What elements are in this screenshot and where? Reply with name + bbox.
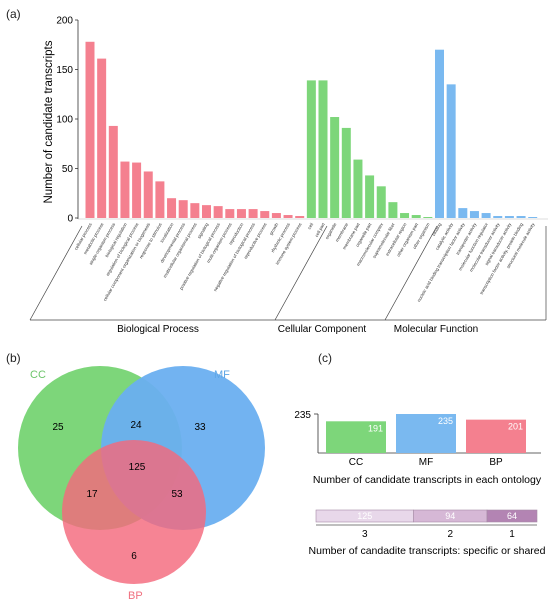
venn-count-bp-only: 6 [131,551,137,562]
bracket-divider [274,225,328,321]
bars [85,41,538,219]
bar [260,211,270,218]
ontology-bar [466,419,526,453]
y-axis: 0 50 100 150 200 [56,16,548,225]
ontology-bar [396,414,456,453]
shared-stacked-bar: 125 3 94 2 64 1 [315,509,538,540]
y-tick-label: 150 [56,65,73,76]
venn-count-all: 125 [129,462,146,473]
bar [120,161,130,218]
bar [400,213,410,218]
ontology-bars: 235 191 CC 235 MF 201 BP [294,410,541,468]
bar [516,216,526,218]
venn-count-cc-bp: 17 [86,489,98,500]
bar [190,203,200,218]
stacked-segment-label: 2 [448,529,454,540]
bar [528,217,538,218]
bar [213,206,223,218]
ontology-bar-value: 191 [368,423,383,433]
go-bar-chart: Number of candidate transcripts 0 50 100 15… [29,16,548,335]
bar [283,215,293,218]
group-label-bp: Biological Process [117,324,199,335]
y-tick-label: 200 [56,16,73,27]
y-tick-label: 0 [67,214,73,225]
bracket-divider [29,225,83,321]
bar [330,117,340,218]
bar [423,217,433,218]
y-tick-label: 50 [62,164,74,175]
bar [388,202,398,218]
ontology-bar-label: CC [349,457,363,468]
group-brackets [29,225,547,321]
venn-count-mf-only: 33 [194,422,206,433]
ontology-bar-label: MF [419,457,433,468]
bar [318,80,328,218]
stacked-segment-value: 125 [357,511,372,521]
y-axis-title: Number of candidate transcripts [43,40,55,203]
bar [341,127,351,218]
bar [493,216,503,218]
ontology-bar [326,421,386,453]
bar [504,216,514,218]
group-label-cc: Cellular Component [278,324,367,335]
panel-label-a: (a) [6,7,21,21]
ontology-bars-title: Number of candidate transcripts in each … [313,474,542,486]
stacked-segment-label: 3 [362,529,368,540]
bar [97,58,107,218]
ontology-bar-value: 235 [438,416,453,426]
category-label: cell [307,222,315,230]
bar [353,159,363,218]
bracket-divider [384,225,438,321]
ontology-bar-label: BP [489,457,503,468]
bar [225,209,235,218]
bar [178,200,188,218]
bar [446,84,456,218]
venn-count-cc-only: 25 [52,422,64,433]
venn-diagram: CC MF BP 25 33 6 24 17 53 125 [18,366,265,602]
bar [202,205,211,218]
bar [132,162,142,218]
stacked-segment-value: 64 [507,511,517,521]
y-tick-label: 100 [56,115,73,126]
ontology-bar-value: 201 [508,422,523,432]
bar [435,49,444,219]
category-label: growth [268,222,279,236]
c-y-tick-label: 235 [294,410,311,421]
bar [469,211,479,218]
bar [236,209,246,218]
category-label: binding [431,222,443,237]
bar [411,215,421,218]
bar [248,209,258,218]
bar [108,125,118,218]
bar [295,216,305,218]
panel-label-c: (c) [318,351,332,365]
bar [365,175,375,218]
bar [458,208,468,218]
venn-set-label-bp: BP [128,590,143,602]
bar [271,213,281,218]
bar [306,80,316,218]
bar [143,171,153,218]
stacked-segment-value: 94 [445,511,455,521]
venn-count-cc-mf: 24 [130,420,142,431]
bar [481,213,491,218]
stacked-segment [486,509,538,523]
group-label-mf: Molecular Function [394,324,478,335]
venn-set-label-cc: CC [30,369,46,381]
stacked-segment-label: 1 [509,529,515,540]
bar [376,186,386,218]
venn-count-mf-bp: 53 [171,489,183,500]
bar [167,198,177,218]
bar [155,181,165,218]
venn-set-label-mf: MF [214,369,230,381]
panel-label-b: (b) [6,351,21,365]
venn-circle-bp [62,440,206,584]
shared-bar-title: Number of candadite transcripts: specifi… [309,545,546,557]
bar [85,41,95,218]
ontology-summary: 235 191 CC 235 MF 201 BP Number of candidate t… [294,410,545,557]
